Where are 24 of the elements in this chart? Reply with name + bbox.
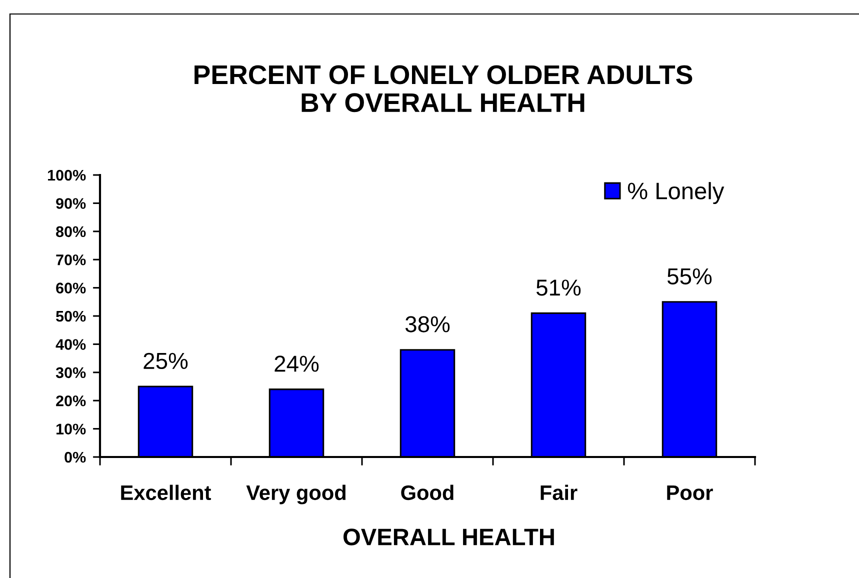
y-tick-label: 80% (56, 226, 86, 238)
chart-title: PERCENT OF LONELY OLDER ADULTS BY OVERALL HEALTH (194, 65, 692, 112)
x-tick-label: Poor (667, 486, 713, 500)
y-tick-label: 30% (56, 367, 86, 378)
x-tick-label: Very good (246, 484, 346, 504)
y-tick-label: 10% (56, 424, 86, 434)
legend-label: % Lonely (628, 182, 724, 204)
x-axis-title: OVERALL HEALTH (343, 528, 554, 546)
data-label: 38% (405, 316, 450, 332)
y-tick-label: 0% (64, 452, 86, 463)
x-tick-label: Fair (540, 484, 578, 500)
y-tick-label: 100% (48, 170, 86, 181)
data-label: 51% (536, 280, 581, 296)
data-label: 24% (274, 356, 319, 372)
x-tick-label: Excellent (121, 484, 211, 500)
y-tick-label: 70% (56, 254, 86, 266)
y-tick-label: 20% (56, 395, 86, 406)
y-tick-label: 40% (56, 339, 86, 350)
y-tick-label: 60% (56, 282, 86, 294)
data-label: 55% (667, 268, 712, 284)
y-tick-label: 50% (56, 310, 86, 322)
data-label: 25% (144, 352, 188, 370)
x-tick-label: Good (401, 484, 454, 500)
y-tick-label: 90% (56, 198, 86, 209)
